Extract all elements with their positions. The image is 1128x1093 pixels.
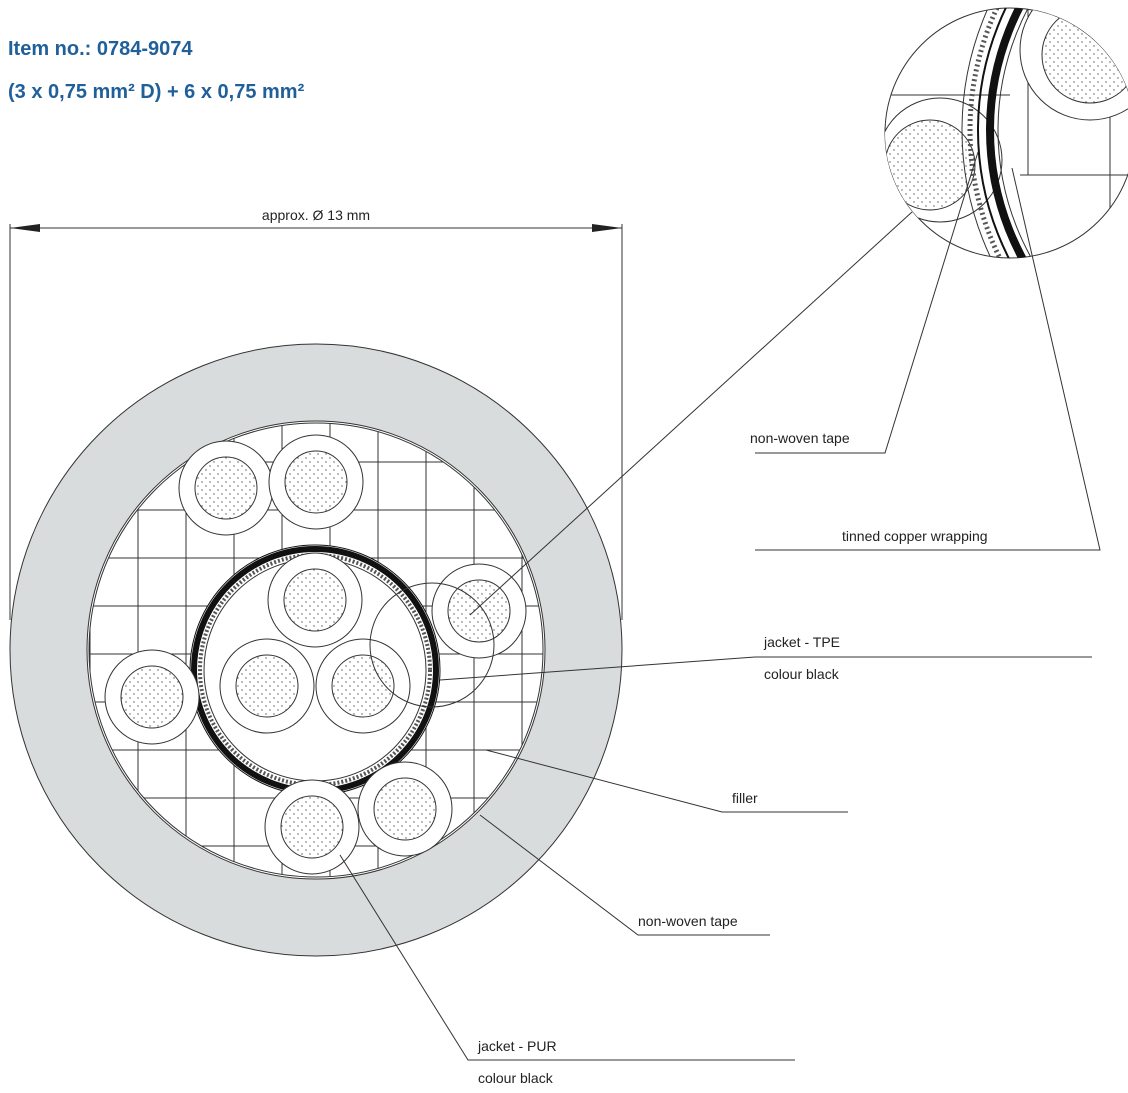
label: filler <box>732 790 758 806</box>
cores <box>104 434 527 875</box>
label: tinned copper wrapping <box>842 528 988 544</box>
label: jacket - PUR <box>477 1038 557 1054</box>
leader <box>439 656 1092 681</box>
conductor <box>283 568 347 632</box>
conductor <box>194 456 258 520</box>
filler-edge <box>88 422 544 878</box>
label: non-woven tape <box>750 430 850 446</box>
leader <box>339 854 795 1061</box>
leader <box>755 167 1101 551</box>
leader <box>755 151 979 454</box>
label: colour black <box>764 666 840 682</box>
item-number: Item no.: 0784-9074 <box>8 38 193 60</box>
conductor <box>284 450 348 514</box>
label: non-woven tape <box>638 913 738 929</box>
cable-spec: (3 x 0,75 mm² D) + 6 x 0,75 mm² <box>8 81 305 103</box>
zoom-leader <box>469 211 913 616</box>
magnifier <box>369 582 495 708</box>
conductor <box>373 777 437 841</box>
leader <box>485 749 848 813</box>
leader <box>479 814 770 936</box>
label: colour black <box>478 1070 554 1086</box>
conductor <box>447 579 511 643</box>
conductor <box>120 665 184 729</box>
label: jacket - TPE <box>763 634 840 650</box>
dimension-label: approx. Ø 13 mm <box>262 207 370 223</box>
conductor <box>331 654 395 718</box>
conductor <box>235 654 299 718</box>
conductor <box>280 795 344 859</box>
